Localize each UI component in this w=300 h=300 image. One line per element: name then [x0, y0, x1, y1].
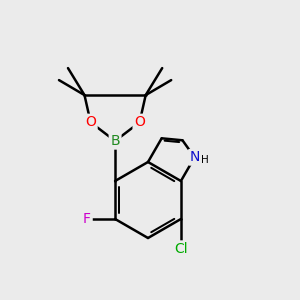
Text: B: B [110, 134, 120, 148]
Text: H: H [201, 155, 208, 165]
Text: F: F [83, 212, 91, 226]
Text: O: O [134, 115, 145, 129]
Text: N: N [189, 150, 200, 164]
Text: O: O [85, 115, 96, 129]
Text: Cl: Cl [174, 242, 188, 256]
